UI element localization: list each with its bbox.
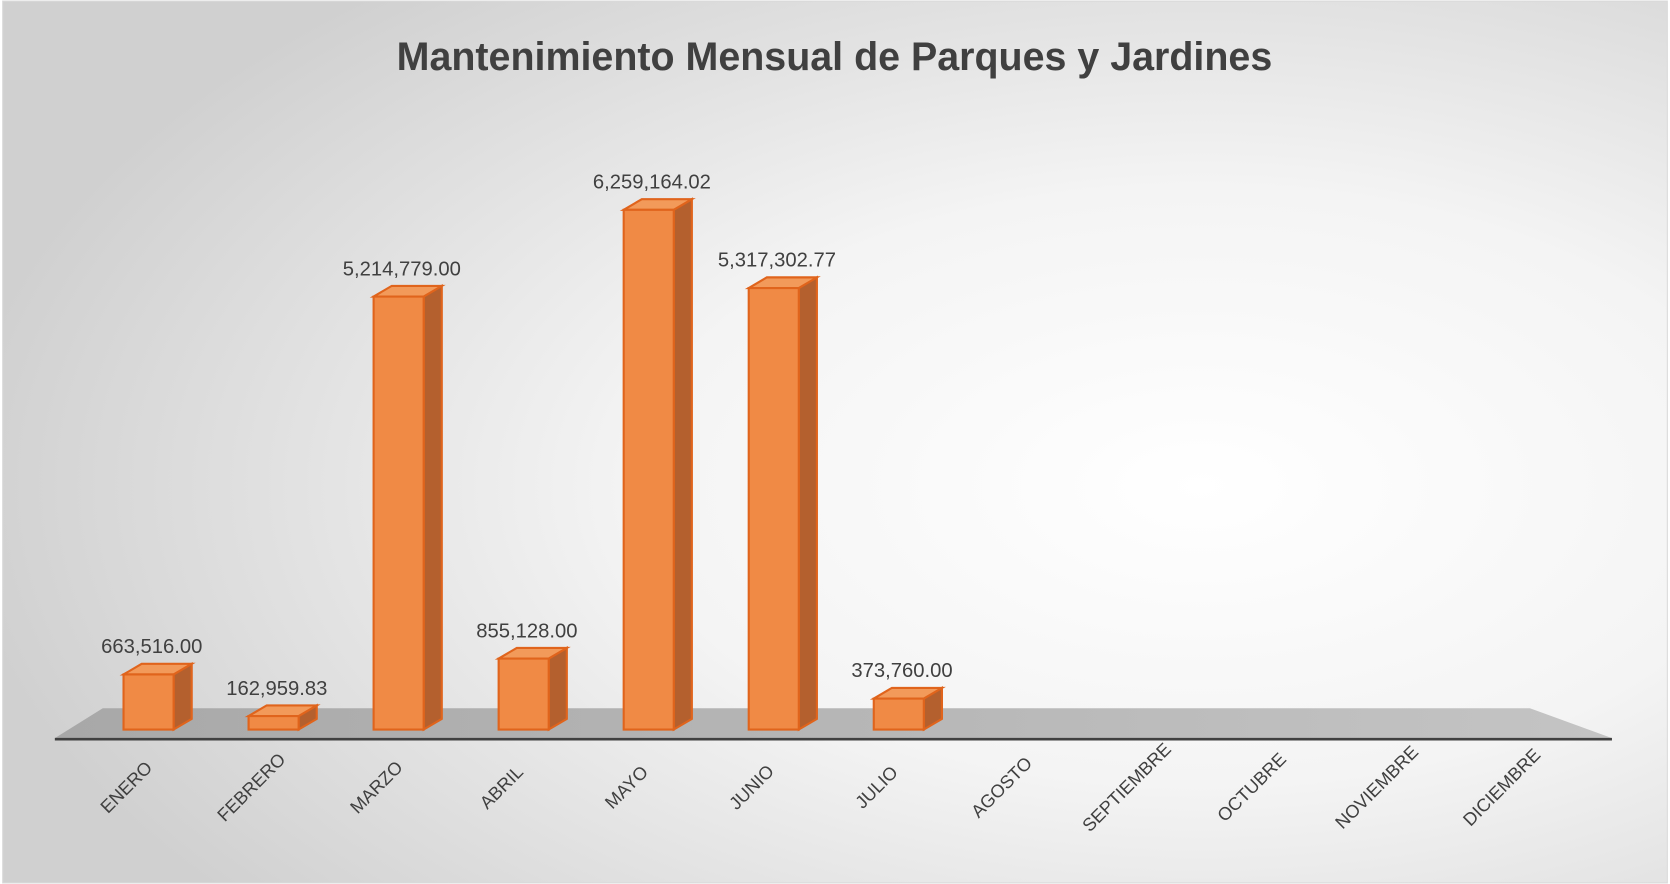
data-label: 663,516.00: [101, 636, 202, 658]
bar-front: [872, 697, 925, 731]
bar-front: [372, 295, 425, 731]
bar: [744, 275, 821, 732]
bar-side: [422, 284, 443, 732]
data-label: 6,259,164.02: [593, 172, 711, 194]
bar: [369, 284, 446, 732]
bar-side: [797, 275, 818, 732]
chart-title: Mantenimiento Mensual de Parques y Jardi…: [397, 35, 1273, 79]
data-label: 162,959.83: [226, 678, 327, 700]
bar: [494, 646, 571, 732]
bar-side: [547, 646, 568, 732]
bar-front: [622, 208, 675, 731]
bar: [119, 661, 196, 732]
bar-side: [672, 197, 693, 732]
bar: [619, 197, 696, 732]
bar-front: [122, 673, 175, 731]
data-label: 5,214,779.00: [343, 258, 461, 280]
bar-front: [747, 286, 800, 731]
floor: [54, 708, 1612, 739]
data-label: 373,760.00: [851, 660, 952, 682]
bar: [869, 686, 946, 732]
data-label: 5,317,302.77: [718, 250, 836, 272]
bar-front: [497, 657, 550, 731]
bar: [244, 703, 321, 732]
data-label: 855,128.00: [476, 620, 577, 642]
bar-front: [247, 714, 300, 731]
